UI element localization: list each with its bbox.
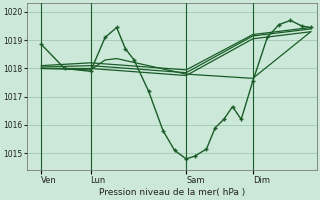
X-axis label: Pression niveau de la mer( hPa ): Pression niveau de la mer( hPa ) xyxy=(99,188,245,197)
